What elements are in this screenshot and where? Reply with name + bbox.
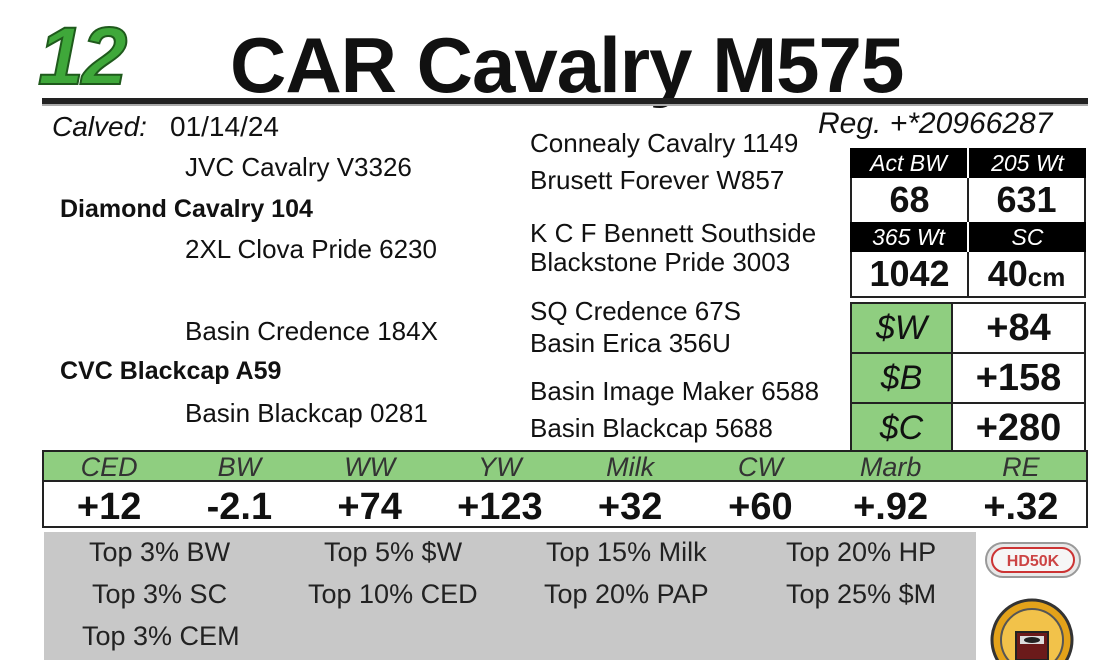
- sc-value: 40: [987, 253, 1028, 294]
- epd-value-row: +12 -2.1 +74 +123 +32 +60 +.92 +.32: [44, 482, 1086, 528]
- ranking-item: Top 15% Milk: [546, 537, 707, 567]
- calved-label: Calved:: [52, 111, 147, 142]
- pedigree-sd-dam: Blackstone Pride 3003: [530, 247, 791, 277]
- ranking-item: Top 3% CEM: [82, 621, 240, 651]
- header-divider: [42, 98, 1088, 106]
- pedigree-dd-dam: Basin Blackcap 5688: [530, 413, 773, 443]
- ranking-item: Top 3% BW: [89, 537, 231, 567]
- pedigree-sire-dam: 2XL Clova Pride 6230: [185, 234, 437, 264]
- calved-date: 01/14/24: [170, 111, 279, 142]
- ranking-item: Top 20% HP: [786, 537, 937, 567]
- ranking-item: Top 5% $W: [324, 537, 463, 567]
- dollar-value: +84: [986, 307, 1051, 349]
- weight-205-value: 631: [967, 178, 1084, 222]
- pedigree-dd-sire: Basin Image Maker 6588: [530, 376, 820, 406]
- dollar-value: +158: [975, 357, 1062, 399]
- certification-seal-icon: [990, 598, 1074, 660]
- epd-header: CED: [80, 452, 138, 482]
- dollar-index-table: $W +84 $B +158 $C +280: [850, 302, 1086, 454]
- epd-value: +123: [457, 486, 543, 528]
- epd-value: +32: [597, 486, 663, 528]
- epd-header: BW: [217, 452, 262, 482]
- ranking-item: Top 3% SC: [92, 579, 228, 609]
- dollar-label: $B: [852, 354, 953, 402]
- pedigree-dam-dam: Basin Blackcap 0281: [185, 398, 428, 428]
- ranking-item: Top 20% PAP: [544, 579, 709, 609]
- registration-number: Reg. +*20966287: [818, 107, 1053, 140]
- epd-value: +.32: [983, 486, 1059, 528]
- ranking-panel: Top 3% BW Top 5% $W Top 15% Milk Top 20%…: [44, 532, 976, 660]
- dollar-value: +280: [975, 407, 1062, 449]
- weight-205-label: 205 Wt: [967, 148, 1086, 178]
- dollar-row: $B +158: [852, 352, 1084, 402]
- sc-unit: cm: [1027, 262, 1066, 292]
- pedigree-sire: Diamond Cavalry 104: [60, 195, 313, 223]
- weight-365-label: 365 Wt: [872, 224, 945, 250]
- sc-label: SC: [967, 222, 1086, 252]
- dollar-row: $W +84: [852, 304, 1084, 352]
- act-bw-value: 68: [889, 179, 930, 220]
- weight-365-value: 1042: [869, 253, 950, 294]
- pedigree-ss-dam: Brusett Forever W857: [530, 165, 785, 195]
- epd-value: -2.1: [206, 486, 273, 528]
- pedigree-ds-sire: SQ Credence 67S: [530, 296, 742, 326]
- ranking-item: Top 10% CED: [308, 579, 478, 609]
- pedigree-dam: CVC Blackcap A59: [60, 357, 282, 385]
- lot-number: 12: [37, 11, 128, 103]
- genomic-test-logo: HD50K: [985, 542, 1081, 578]
- pedigree-dam-sire: Basin Credence 184X: [185, 316, 438, 346]
- epd-header: Milk: [606, 452, 655, 482]
- stats-value-row-2: 1042 40cm: [850, 252, 1086, 298]
- epd-header: YW: [478, 452, 522, 482]
- stats-value-row-1: 68 631: [850, 178, 1086, 222]
- epd-header-row: CED BW WW YW Milk CW Marb RE: [44, 452, 1086, 482]
- ranking-item: Top 25% $M: [786, 579, 937, 609]
- epd-header: Marb: [859, 452, 922, 482]
- dollar-label: $W: [852, 304, 953, 352]
- epd-header: CW: [737, 452, 783, 482]
- genomic-logo-text: HD50K: [1007, 553, 1060, 570]
- pedigree-sd-sire: K C F Bennett Southside: [530, 218, 817, 248]
- stats-header-row-1: Act BW 205 Wt: [850, 148, 1086, 178]
- pedigree-sire-sire: JVC Cavalry V3326: [185, 152, 412, 182]
- pedigree-ds-dam: Basin Erica 356U: [530, 328, 731, 358]
- epd-header: WW: [344, 452, 396, 482]
- dollar-row: $C +280: [852, 402, 1084, 452]
- dollar-label: $C: [852, 404, 953, 452]
- stats-header-row-2: 365 Wt SC: [850, 222, 1086, 252]
- pedigree-ss-sire: Connealy Cavalry 1149: [530, 128, 799, 158]
- act-bw-label: Act BW: [870, 150, 947, 176]
- epd-header: RE: [1002, 452, 1040, 482]
- sc-value-cell: 40cm: [967, 252, 1084, 296]
- performance-stats: Act BW 205 Wt 68 631 365 Wt SC 1042 40cm: [850, 148, 1086, 298]
- epd-value: +12: [76, 486, 142, 528]
- animal-name-title: CAR Cavalry M575: [230, 21, 904, 109]
- epd-table: CED BW WW YW Milk CW Marb RE +12 -2.1 +7…: [42, 450, 1088, 528]
- epd-value: +.92: [853, 486, 929, 528]
- epd-value: +60: [728, 486, 793, 528]
- epd-value: +74: [337, 486, 402, 528]
